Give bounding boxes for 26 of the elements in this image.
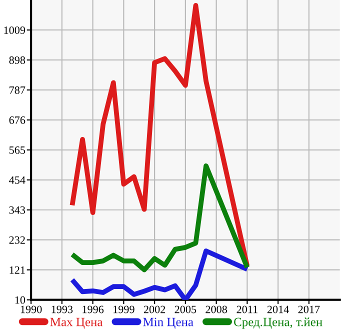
y-tick-label: 343 bbox=[9, 206, 26, 214]
line-series bbox=[70, 2, 250, 268]
x-tick-label: 1996 bbox=[82, 306, 104, 314]
y-tick-label: 121 bbox=[10, 266, 25, 274]
y-tick-label: 1009 bbox=[4, 26, 26, 34]
y-tick-label: 787 bbox=[10, 86, 26, 94]
legend-label: Max Цена bbox=[50, 318, 103, 329]
line-series bbox=[70, 163, 250, 272]
legend-label: Min Цена bbox=[143, 318, 194, 329]
y-tick-label: 565 bbox=[9, 146, 26, 154]
x-tick-label: 2008 bbox=[206, 306, 228, 314]
x-tick-label: 1999 bbox=[114, 306, 134, 314]
x-tick-label: 2002 bbox=[144, 306, 166, 314]
x-tick-label: 2005 bbox=[174, 306, 196, 314]
x-tick-label: 1990 bbox=[20, 306, 42, 314]
x-tick-label: 2014 bbox=[267, 306, 290, 314]
y-tick-label: 232 bbox=[9, 236, 25, 244]
y-tick-label: 676 bbox=[9, 116, 26, 124]
x-tick-label: 1993 bbox=[52, 306, 73, 314]
y-tick-label: 898 bbox=[9, 56, 26, 64]
line-series bbox=[70, 248, 250, 300]
x-tick-label: 2017 bbox=[298, 306, 320, 314]
legend-label: Сред.Цена, т.йен bbox=[234, 318, 322, 329]
y-tick-label: 10 bbox=[15, 296, 26, 304]
x-tick-label: 2011 bbox=[236, 306, 258, 314]
y-tick-label: 454 bbox=[9, 176, 26, 184]
